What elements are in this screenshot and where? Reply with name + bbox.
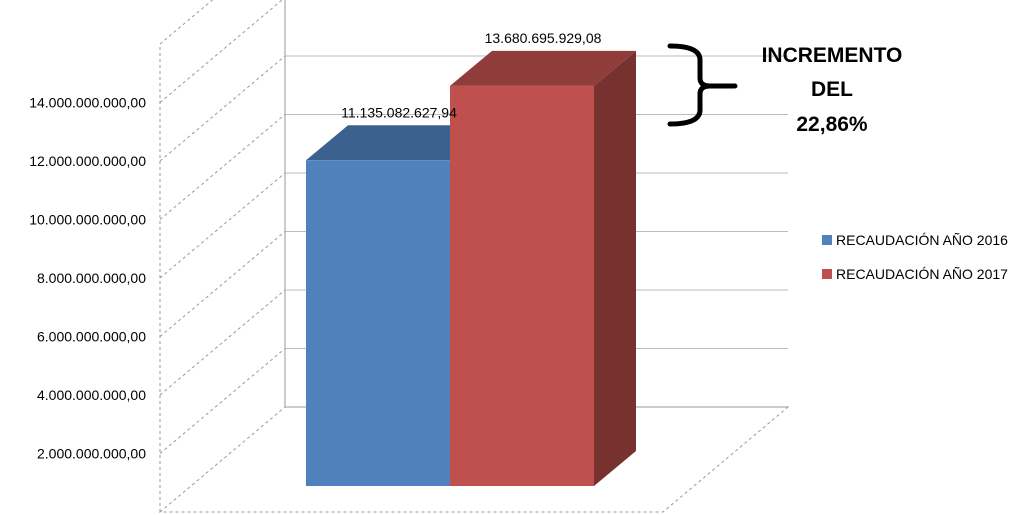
bar-2-top <box>450 50 636 86</box>
gridline-side-7 <box>159 0 214 45</box>
y-tick-label-1: 2.000.000.000,00 <box>37 446 146 462</box>
y-tick-label-4: 8.000.000.000,00 <box>37 270 146 286</box>
gridline-side-0 <box>159 348 286 454</box>
y-tick-label-6: 12.000.000.000,00 <box>29 153 146 169</box>
bar-2-front <box>450 85 594 486</box>
gridline-side-2 <box>159 231 286 337</box>
increment-annotation: INCREMENTO DEL 22,86% <box>667 43 903 136</box>
y-tick-label-2: 4.000.000.000,00 <box>37 387 146 403</box>
gridline-side-6 <box>159 0 283 103</box>
y-tick-label-5: 10.000.000.000,00 <box>29 212 146 228</box>
y-axis-tick-labels: 2.000.000.000,00 4.000.000.000,00 6.000.00… <box>29 95 146 462</box>
gridline-side-4 <box>159 114 286 220</box>
floor <box>158 406 790 513</box>
legend-label-2: RECAUDACIÓN AÑO 2017 <box>836 266 1008 282</box>
bar-2 <box>450 50 636 486</box>
data-label-2: 13.680.695.929,08 <box>485 30 602 46</box>
legend-label-1: RECAUDACIÓN AÑO 2016 <box>836 232 1008 248</box>
y-tick-label-3: 6.000.000.000,00 <box>37 329 146 345</box>
legend: RECAUDACIÓN AÑO 2016 RECAUDACIÓN AÑO 2017 <box>822 232 1008 282</box>
legend-swatch-1 <box>822 235 832 245</box>
annotation-line-3: 22,86% <box>796 113 868 136</box>
bar-1-top <box>306 125 492 161</box>
curly-brace-icon <box>667 43 738 127</box>
bar-2-side <box>594 50 636 486</box>
data-labels: 11.135.082.627,94 13.680.695.929,08 <box>341 30 601 120</box>
annotation-line-1: INCREMENTO <box>762 44 903 67</box>
y-tick-label-7: 14.000.000.000,00 <box>29 95 146 111</box>
gridline-side-5 <box>159 55 286 162</box>
gridline-side-1 <box>159 289 286 396</box>
gridline-side-3 <box>159 172 286 279</box>
legend-swatch-2 <box>822 269 832 279</box>
bars <box>306 50 636 487</box>
data-label-1: 11.135.082.627,94 <box>341 104 457 120</box>
annotation-line-2: DEL <box>811 78 853 101</box>
bar-1-front <box>306 160 450 486</box>
